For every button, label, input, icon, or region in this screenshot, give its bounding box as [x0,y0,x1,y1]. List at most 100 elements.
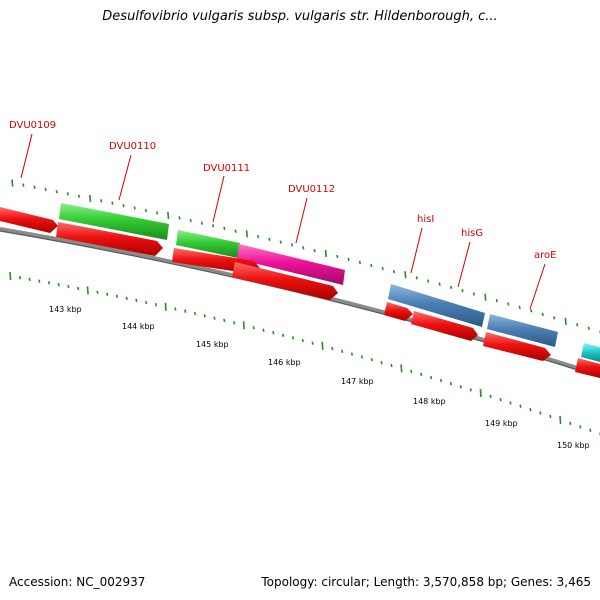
minor-tick [268,237,271,241]
minor-tick [576,323,579,327]
minor-tick [77,194,80,198]
leader-line [20,133,33,179]
gene-label-hisi: hisI [417,214,434,225]
major-tick [484,293,487,301]
minor-tick [341,349,344,353]
cds-arrow [384,302,413,321]
minor-tick [22,183,25,187]
major-tick [479,389,482,398]
minor-tick [252,326,255,330]
minor-tick [518,305,521,310]
major-tick [164,302,167,311]
minor-tick [347,257,350,262]
minor-tick [67,284,70,289]
minor-tick [420,372,423,377]
minor-tick [499,397,502,402]
minor-tick [38,279,41,283]
scale-labels: 143 kbp 144 kbp 145 kbp 146 kbp 147 kbp … [49,305,590,450]
cds-arrow [483,332,551,361]
minor-tick [111,201,114,205]
minor-tick [587,326,590,331]
minor-tick [381,266,384,271]
major-tick [324,249,327,258]
leader-line [212,175,225,223]
genome-stats-text: Topology: circular; Length: 3,570,858 bp… [261,575,591,589]
minor-tick [145,300,148,305]
minor-tick [125,296,128,300]
minor-tick [549,414,552,419]
gene-label-aroe: aroE [534,250,556,261]
minor-tick [279,240,282,244]
minor-tick [200,221,203,225]
leader-line [410,227,423,274]
minor-tick [313,248,316,253]
minor-tick [509,401,512,405]
major-tick [321,341,324,350]
cds-arrow [411,311,478,341]
major-tick [89,194,92,203]
minor-tick [18,276,22,280]
minor-tick [302,246,305,250]
minor-tick [47,281,51,285]
minor-tick [234,229,237,233]
scale-label-143: 143 kbp [49,305,82,314]
minor-tick [44,187,47,192]
scale-tick-ring [9,271,600,436]
minor-tick [174,307,177,311]
leader-line [118,154,132,201]
minor-tick [189,218,192,223]
major-tick [242,321,245,330]
major-tick [245,230,248,238]
minor-tick [178,216,181,220]
minor-tick [233,321,236,325]
minor-tick [336,254,339,259]
minor-tick [115,294,119,298]
gene-label-hisg: hisG [461,228,483,239]
minor-tick [135,298,138,303]
minor-tick [519,404,522,408]
cds-arrow [575,358,600,378]
map-title: Desulfovibrio vulgaris subsp. vulgaris s… [102,9,498,24]
minor-tick [438,282,441,286]
minor-tick [410,369,413,374]
minor-tick [223,226,226,231]
outer-tick-ring [11,179,600,334]
minor-tick [144,208,147,213]
minor-tick [539,411,542,415]
minor-tick [553,316,556,320]
minor-tick [569,421,572,425]
minor-tick [469,388,472,392]
minor-tick [291,336,295,340]
minor-tick [193,311,197,316]
cds-arrows [0,207,600,378]
gene-feature-dvu0110 [59,203,169,240]
minor-tick [358,260,361,265]
gene-features [59,203,600,362]
minor-tick [223,318,226,323]
minor-tick [461,289,464,293]
accession-text: Accession: NC_002937 [9,575,146,589]
minor-tick [290,243,294,247]
minor-tick [589,428,592,433]
gene-feature-dvu0112 [237,244,345,285]
minor-tick [272,331,275,335]
minor-tick [106,292,109,296]
minor-tick [212,224,215,228]
gene-feature-aroe-neighbor [581,343,600,362]
minor-tick [154,302,157,307]
gene-feature-hisg [487,314,558,347]
minor-tick [507,302,510,306]
minor-tick [350,352,354,356]
major-tick [9,271,12,281]
minor-tick [184,309,187,313]
scale-label-148: 148 kbp [413,397,446,406]
minor-tick [530,309,533,313]
minor-tick [390,363,393,368]
minor-tick [415,276,418,280]
scale-label-144: 144 kbp [122,322,155,331]
leader-line [457,241,471,288]
cds-arrow [56,222,163,256]
major-tick [167,211,170,219]
minor-tick [57,283,60,287]
scale-label-147: 147 kbp [341,377,374,386]
